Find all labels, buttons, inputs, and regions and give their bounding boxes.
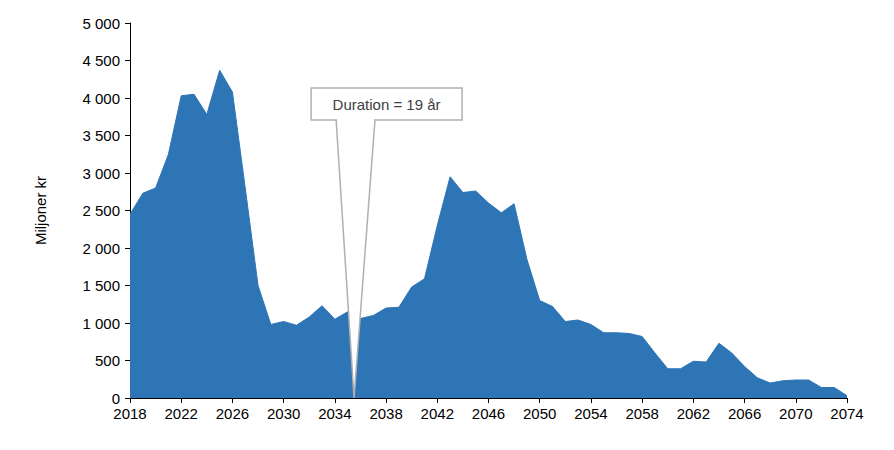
- svg-text:Miljoner kr: Miljoner kr: [32, 176, 49, 245]
- svg-text:Duration = 19 år: Duration = 19 år: [333, 96, 441, 113]
- svg-text:4 000: 4 000: [82, 90, 120, 107]
- svg-text:2050: 2050: [523, 405, 556, 422]
- svg-text:2022: 2022: [165, 405, 198, 422]
- svg-text:2030: 2030: [267, 405, 300, 422]
- svg-text:3 500: 3 500: [82, 127, 120, 144]
- svg-text:2066: 2066: [728, 405, 761, 422]
- svg-text:3 000: 3 000: [82, 165, 120, 182]
- svg-text:0: 0: [112, 390, 120, 407]
- svg-text:1 000: 1 000: [82, 315, 120, 332]
- svg-text:5 000: 5 000: [82, 15, 120, 32]
- svg-text:2054: 2054: [574, 405, 607, 422]
- svg-text:1 500: 1 500: [82, 277, 120, 294]
- svg-text:2034: 2034: [318, 405, 351, 422]
- svg-text:2042: 2042: [421, 405, 454, 422]
- svg-text:2046: 2046: [472, 405, 505, 422]
- svg-text:2 000: 2 000: [82, 240, 120, 257]
- svg-text:2074: 2074: [830, 405, 863, 422]
- svg-text:4 500: 4 500: [82, 52, 120, 69]
- svg-text:2062: 2062: [677, 405, 710, 422]
- svg-text:2 500: 2 500: [82, 202, 120, 219]
- svg-text:2070: 2070: [779, 405, 812, 422]
- svg-text:2026: 2026: [216, 405, 249, 422]
- svg-text:2058: 2058: [625, 405, 658, 422]
- svg-text:2018: 2018: [113, 405, 146, 422]
- svg-text:500: 500: [95, 352, 120, 369]
- svg-text:2038: 2038: [369, 405, 402, 422]
